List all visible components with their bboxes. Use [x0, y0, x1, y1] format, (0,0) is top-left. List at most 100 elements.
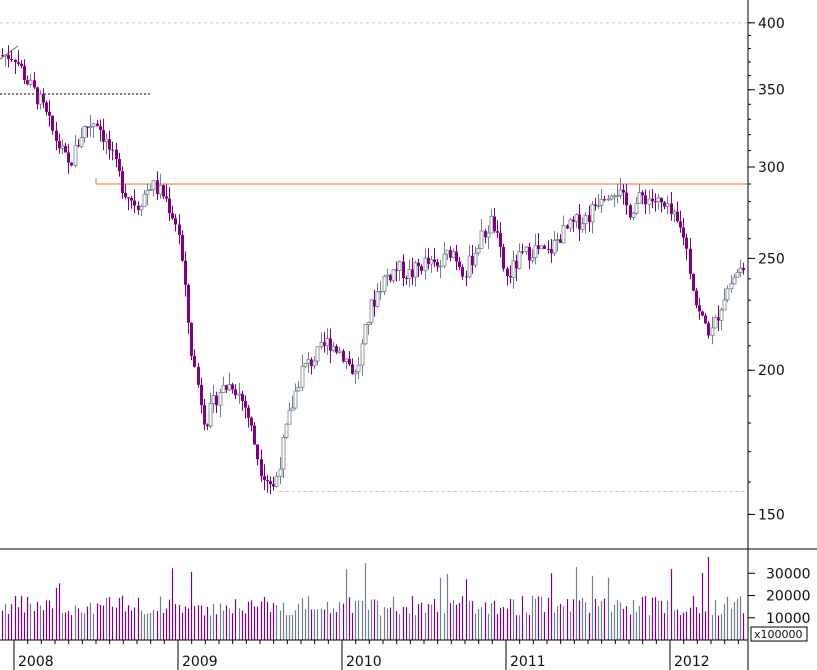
candle-body: [96, 123, 99, 127]
candle-body: [395, 269, 398, 271]
candle-body: [225, 385, 228, 390]
candle-body: [315, 346, 320, 362]
candle-body: [208, 403, 213, 427]
candle-body: [266, 479, 269, 482]
candle-body: [111, 149, 114, 151]
candle-body: [36, 87, 39, 105]
candle-body: [420, 266, 423, 271]
candle-body: [337, 350, 342, 353]
candle-body: [391, 269, 396, 281]
candle-body: [306, 359, 311, 364]
candle-body: [284, 423, 289, 438]
candle-body: [79, 137, 84, 147]
candle-body: [344, 358, 349, 362]
candle-body: [717, 317, 720, 321]
candle-body: [168, 198, 171, 214]
candle-body: [17, 62, 20, 64]
candle-body: [509, 276, 512, 278]
candle-body: [552, 239, 557, 254]
candle-body: [629, 205, 632, 218]
candle-body: [471, 256, 474, 266]
candle-body: [142, 193, 147, 208]
candle-body: [70, 162, 73, 166]
candle-body: [511, 260, 516, 278]
candle-body: [231, 384, 234, 390]
candle-body: [127, 197, 130, 199]
candle-body: [323, 342, 326, 346]
candle-body: [382, 275, 387, 292]
candle-body: [588, 215, 591, 222]
candle-body: [171, 213, 174, 219]
candle-body: [23, 66, 26, 81]
candle-body: [373, 299, 376, 307]
candle-body: [174, 218, 177, 225]
candle-body: [729, 283, 734, 290]
candle-body: [670, 203, 673, 214]
candle-body: [517, 251, 522, 269]
candle-body: [253, 425, 256, 445]
candle-body: [489, 216, 494, 234]
candle-body: [486, 232, 491, 238]
candle-body: [692, 273, 695, 291]
candle-body: [162, 185, 165, 197]
candle-body: [363, 324, 368, 345]
candle-body: [397, 261, 402, 271]
volume-multiplier-box: [750, 626, 808, 642]
candle-body: [618, 189, 623, 196]
candle-body: [644, 195, 647, 205]
candle-body: [197, 366, 200, 385]
volume-tick-label: 10000: [766, 611, 811, 627]
candle-body: [615, 195, 620, 197]
candle-body: [38, 93, 43, 105]
candle-body: [203, 405, 206, 425]
candle-body: [139, 206, 144, 211]
candle-body: [559, 239, 562, 243]
candle-body: [137, 205, 140, 210]
x-tick-label: 2008: [18, 654, 54, 670]
candle-body: [102, 130, 105, 142]
candle-body: [543, 245, 546, 249]
candle-body: [241, 393, 244, 401]
candle-body: [378, 290, 383, 293]
candle-body: [429, 259, 434, 265]
candle-body: [181, 234, 184, 261]
candle-body: [515, 260, 518, 269]
candle-body: [572, 219, 575, 222]
candle-body: [609, 195, 614, 200]
candle-body: [3, 54, 8, 57]
candle-body: [637, 192, 642, 204]
candle-body: [476, 248, 481, 254]
candle-body: [82, 126, 87, 139]
candle-body: [234, 389, 237, 396]
x-tick-label: 2012: [674, 654, 710, 670]
candle-body: [118, 158, 121, 172]
candle-body: [537, 245, 540, 249]
candle-body: [58, 140, 61, 149]
candle-body: [237, 393, 242, 396]
candle-body: [473, 252, 478, 266]
candle-body: [547, 248, 550, 250]
x-tick-label: 2010: [346, 654, 382, 670]
candle-body: [187, 284, 190, 323]
candle-body: [612, 195, 617, 198]
candle-body: [7, 55, 10, 59]
candle-body: [88, 126, 93, 129]
candle-body: [665, 203, 670, 207]
candle-body: [91, 123, 96, 127]
candle-body: [86, 126, 89, 128]
candle-body: [215, 395, 218, 406]
volume-multiplier-label: x100000: [754, 628, 803, 641]
candle-body: [389, 275, 392, 281]
candle-body: [193, 355, 196, 367]
candle-body: [269, 481, 272, 485]
candle-body: [672, 211, 677, 215]
candle-body: [130, 198, 133, 201]
candle-body: [654, 201, 657, 203]
candle-body: [274, 475, 279, 487]
candle-body: [651, 198, 654, 202]
candle-body: [272, 484, 275, 487]
candle-body: [445, 249, 450, 255]
candle-body: [342, 350, 345, 362]
